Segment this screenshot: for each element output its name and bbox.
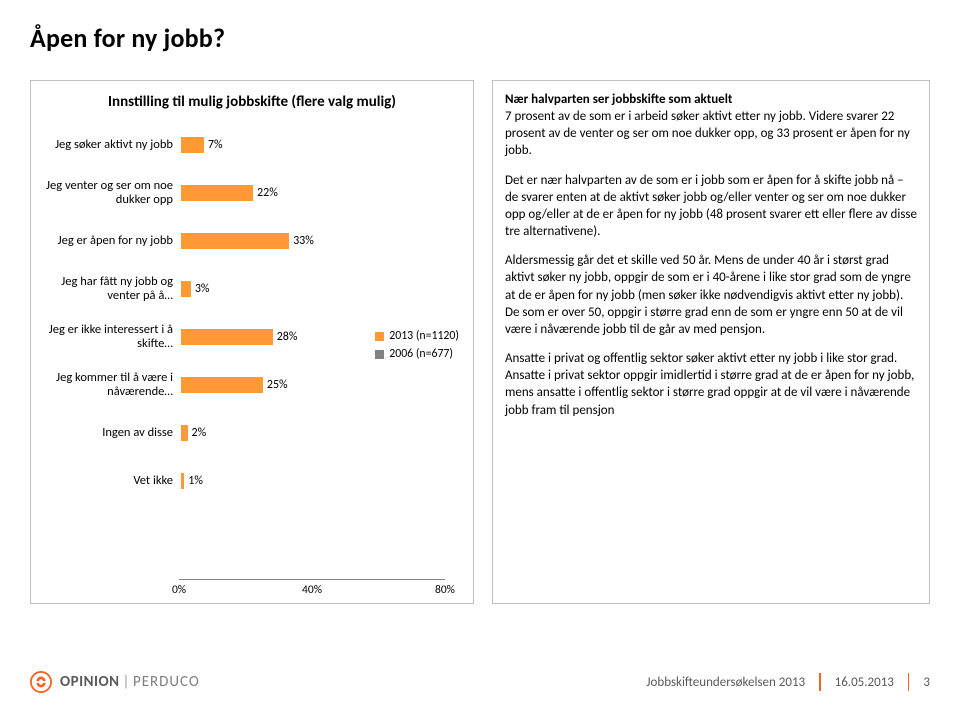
axis-tick-label: 80% xyxy=(435,583,455,597)
chart-row: Ingen av disse 2% xyxy=(41,409,463,457)
brand-opinion: OPINION xyxy=(60,673,120,691)
bar-value-label: 33% xyxy=(293,234,314,248)
footer: OPINION|PERDUCO Jobbskifteundersøkelsen … xyxy=(0,659,960,705)
axis-line xyxy=(179,579,445,580)
chart-row: Jeg venter og ser om noe dukker opp 22% xyxy=(41,169,463,217)
x-axis: 0%40%80% xyxy=(179,581,445,597)
chart-legend: 2013 (n=1120) 2006 (n=677) xyxy=(375,329,459,365)
category-label: Vet ikke xyxy=(41,474,181,488)
page-title: Åpen for ny jobb? xyxy=(30,22,930,54)
axis-tick-label: 40% xyxy=(302,583,322,597)
legend-item-2006: 2006 (n=677) xyxy=(375,347,459,361)
bar-value-label: 3% xyxy=(195,282,210,296)
bar xyxy=(181,473,184,489)
bar-value-label: 7% xyxy=(208,138,223,152)
chart-row: Vet ikke 1% xyxy=(41,457,463,505)
legend-label: 2013 (n=1120) xyxy=(389,329,459,343)
bar xyxy=(181,425,188,441)
row-bars: 7% xyxy=(181,121,443,169)
bar xyxy=(181,137,204,153)
category-label: Jeg er åpen for ny jobb xyxy=(41,234,181,248)
paragraph-2: Det er nær halvparten av de som er i job… xyxy=(505,172,917,241)
legend-label: 2006 (n=677) xyxy=(389,347,453,361)
brand-perduco: PERDUCO xyxy=(133,673,200,691)
bar xyxy=(181,281,191,297)
brand-separator-icon: | xyxy=(120,673,133,691)
bar xyxy=(181,329,273,345)
chart-row: Jeg har fått ny jobb og venter på å… 3% xyxy=(41,265,463,313)
category-label: Jeg kommer til å være i nåværende… xyxy=(41,371,181,400)
row-bars: 2% xyxy=(181,409,443,457)
bar xyxy=(181,377,263,393)
footer-separator-icon xyxy=(908,673,910,691)
chart-row: Jeg er åpen for ny jobb 33% xyxy=(41,217,463,265)
paragraph-4: Ansatte i privat og offentlig sektor søk… xyxy=(505,350,917,419)
chart-row: Jeg søker aktivt ny jobb 7% xyxy=(41,121,463,169)
bar-value-label: 1% xyxy=(188,474,203,488)
category-label: Jeg har fått ny jobb og venter på å… xyxy=(41,275,181,304)
legend-swatch-icon xyxy=(375,350,384,359)
bar-value-label: 25% xyxy=(267,378,288,392)
brand-text: OPINION|PERDUCO xyxy=(60,673,200,691)
category-label: Jeg søker aktivt ny jobb xyxy=(41,138,181,152)
row-bars: 22% xyxy=(181,169,443,217)
legend-swatch-icon xyxy=(375,332,384,341)
text-panel: Nær halvparten ser jobbskifte som aktuel… xyxy=(492,80,930,604)
paragraph-1: Nær halvparten ser jobbskifte som aktuel… xyxy=(505,91,917,160)
footer-separator-icon xyxy=(819,673,821,691)
paragraph-1-heading: Nær halvparten ser jobbskifte som aktuel… xyxy=(505,92,732,107)
paragraph-3: Aldersmessig går det et skille ved 50 år… xyxy=(505,252,917,338)
chart-row: Jeg kommer til å være i nåværende… 25% xyxy=(41,361,463,409)
row-bars: 1% xyxy=(181,457,443,505)
bar-value-label: 2% xyxy=(192,426,207,440)
footer-page-number: 3 xyxy=(923,675,930,690)
footer-date: 16.05.2013 xyxy=(835,675,894,690)
row-bars: 3% xyxy=(181,265,443,313)
category-label: Jeg er ikke interessert i å skifte… xyxy=(41,323,181,352)
chart-title: Innstilling til mulig jobbskifte (flere … xyxy=(41,93,463,111)
paragraph-1-text: 7 prosent av de som er i arbeid søker ak… xyxy=(505,109,910,158)
axis-tick-label: 0% xyxy=(172,583,186,597)
bar-value-label: 28% xyxy=(277,330,298,344)
footer-right: Jobbskifteundersøkelsen 2013 16.05.2013 … xyxy=(646,673,930,691)
content-row: Innstilling til mulig jobbskifte (flere … xyxy=(30,80,930,604)
row-bars: 33% xyxy=(181,217,443,265)
brand-icon xyxy=(30,671,52,693)
category-label: Ingen av disse xyxy=(41,426,181,440)
chart-panel: Innstilling til mulig jobbskifte (flere … xyxy=(30,80,474,604)
category-label: Jeg venter og ser om noe dukker opp xyxy=(41,179,181,208)
footer-brand: OPINION|PERDUCO xyxy=(30,671,200,693)
footer-survey-label: Jobbskifteundersøkelsen 2013 xyxy=(646,675,805,690)
bar xyxy=(181,233,289,249)
bar-value-label: 22% xyxy=(257,186,278,200)
bar xyxy=(181,185,253,201)
legend-item-2013: 2013 (n=1120) xyxy=(375,329,459,343)
row-bars: 25% xyxy=(181,361,443,409)
